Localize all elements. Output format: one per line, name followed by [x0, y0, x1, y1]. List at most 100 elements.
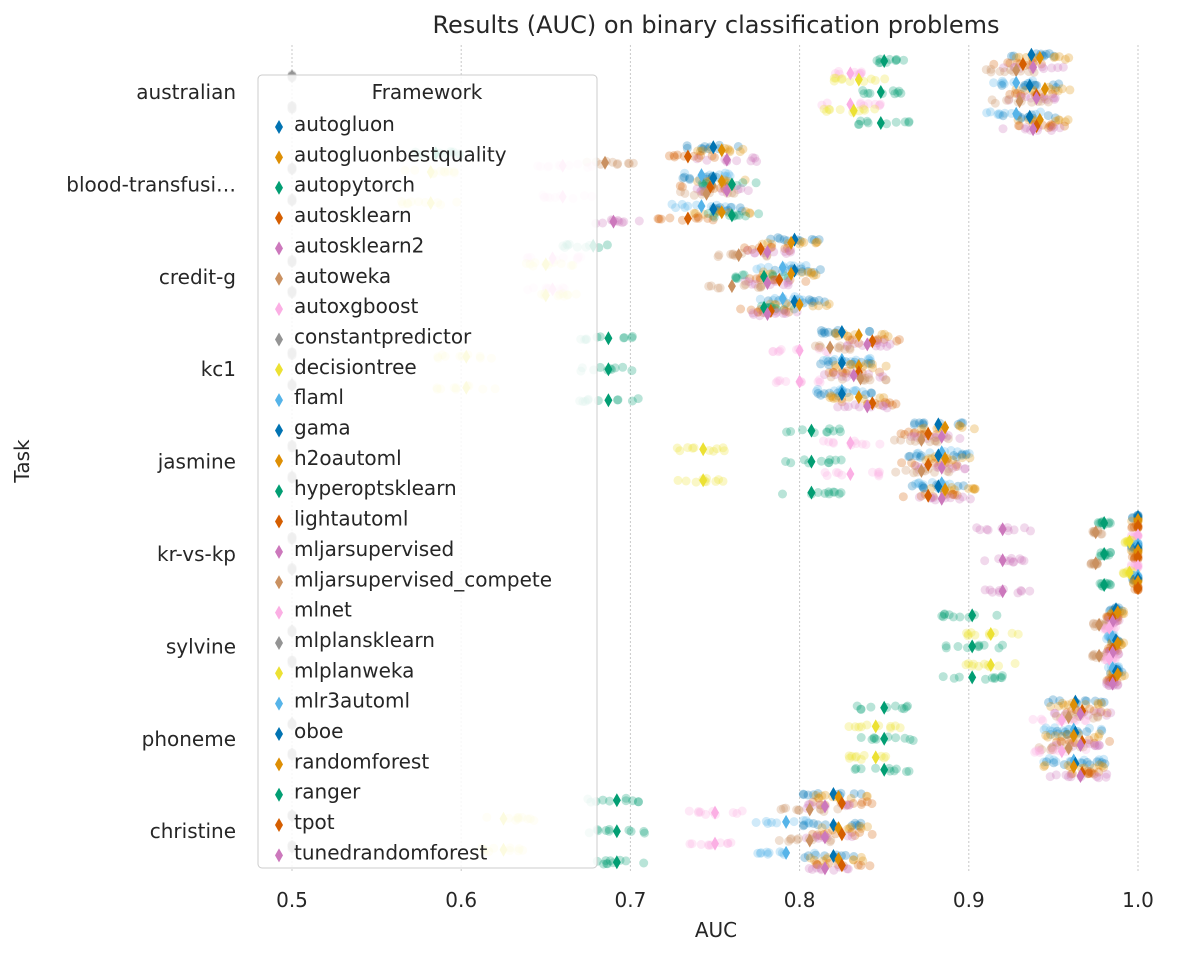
- data-point: [753, 307, 763, 317]
- data-point: [846, 359, 856, 369]
- data-point: [890, 89, 900, 99]
- legend-marker: [275, 150, 283, 165]
- data-point: [1054, 701, 1064, 711]
- data-point: [1020, 124, 1030, 134]
- data-point: [851, 752, 861, 762]
- data-point: [820, 790, 830, 800]
- data-point: [881, 361, 891, 371]
- mean-marker: [876, 85, 885, 99]
- data-point: [1010, 88, 1020, 98]
- data-point: [812, 860, 822, 870]
- mean-marker: [941, 420, 950, 435]
- data-point: [733, 142, 743, 151]
- legend-label: mljarsupervised_compete: [294, 567, 552, 591]
- data-point: [983, 525, 993, 535]
- data-point: [917, 424, 927, 434]
- data-point: [792, 835, 802, 845]
- data-point: [736, 184, 746, 194]
- data-point: [834, 424, 844, 434]
- mean-marker: [986, 627, 995, 641]
- data-point: [669, 151, 679, 160]
- data-point: [776, 345, 786, 354]
- data-point: [786, 458, 796, 468]
- data-point: [866, 74, 876, 84]
- data-point: [755, 282, 765, 292]
- data-point: [793, 834, 803, 844]
- data-point: [1090, 740, 1100, 750]
- data-point: [828, 392, 837, 402]
- data-point: [775, 376, 785, 386]
- data-point: [949, 673, 959, 683]
- data-point: [891, 764, 901, 774]
- data-point: [816, 342, 826, 352]
- data-point: [950, 490, 960, 500]
- data-point: [879, 338, 888, 347]
- data-point: [931, 436, 941, 446]
- data-point: [1088, 713, 1098, 723]
- data-point: [1039, 725, 1049, 735]
- data-point: [881, 375, 891, 385]
- data-point: [1057, 737, 1066, 747]
- data-point: [995, 110, 1005, 120]
- data-point: [1039, 757, 1049, 767]
- data-point: [1042, 95, 1052, 105]
- data-point: [740, 243, 749, 253]
- data-point: [684, 806, 694, 816]
- mean-marker: [1015, 94, 1024, 109]
- data-point: [739, 270, 749, 280]
- data-point: [811, 387, 821, 396]
- data-point: [1014, 121, 1024, 131]
- mean-marker: [1095, 648, 1104, 663]
- data-point: [1102, 679, 1112, 689]
- data-point: [680, 168, 690, 178]
- mean-marker: [727, 208, 736, 223]
- data-point: [1048, 80, 1058, 90]
- data-point: [815, 377, 825, 387]
- data-point: [1045, 121, 1055, 131]
- mean-marker: [876, 116, 885, 130]
- data-point: [729, 188, 739, 198]
- data-point: [803, 851, 813, 861]
- mean-marker: [924, 426, 933, 441]
- data-point: [1045, 726, 1055, 736]
- data-point: [640, 828, 649, 838]
- data-point: [816, 359, 826, 369]
- data-point: [865, 353, 875, 363]
- data-point: [814, 295, 824, 305]
- data-point: [980, 585, 990, 595]
- data-point: [955, 612, 965, 622]
- legend-label: mlr3automl: [294, 689, 410, 713]
- data-point: [738, 144, 748, 154]
- data-point: [863, 822, 872, 832]
- data-point: [957, 453, 967, 463]
- data-point: [703, 213, 713, 223]
- data-point: [681, 476, 691, 486]
- mean-marker: [1064, 741, 1073, 756]
- data-point: [1060, 727, 1070, 737]
- data-point: [619, 217, 629, 227]
- data-point: [820, 328, 830, 338]
- data-point: [834, 66, 844, 76]
- data-point: [918, 418, 928, 428]
- data-point: [985, 107, 995, 117]
- data-point: [996, 673, 1006, 682]
- data-point: [938, 612, 948, 622]
- mean-marker: [1108, 676, 1117, 691]
- data-point: [914, 478, 924, 488]
- data-point: [1097, 758, 1107, 768]
- data-point: [786, 427, 796, 436]
- data-point: [842, 340, 852, 350]
- data-point: [692, 154, 702, 164]
- data-point: [1092, 772, 1102, 782]
- data-point: [891, 54, 901, 64]
- data-point: [850, 765, 860, 774]
- data-point: [856, 852, 866, 862]
- data-point: [1084, 735, 1094, 745]
- mean-marker: [778, 291, 787, 306]
- data-point: [867, 829, 877, 839]
- data-point: [1063, 729, 1073, 739]
- mean-marker: [1134, 528, 1142, 543]
- mean-marker: [805, 833, 814, 848]
- data-point: [834, 343, 844, 353]
- data-point: [875, 99, 885, 109]
